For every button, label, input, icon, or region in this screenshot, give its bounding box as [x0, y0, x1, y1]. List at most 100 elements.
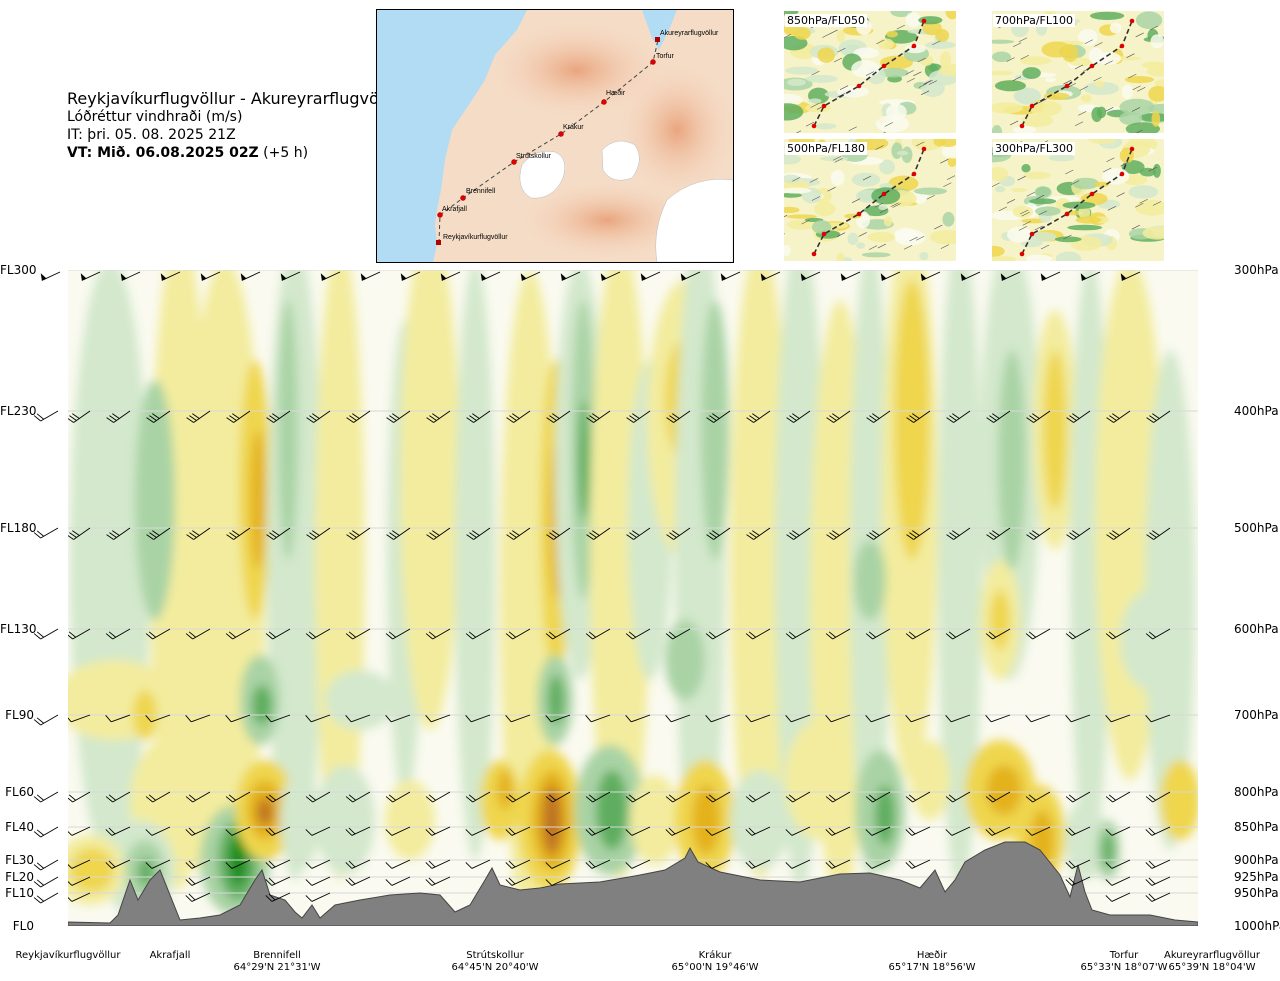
wind-barb — [240, 271, 261, 281]
level-map-barb — [877, 243, 886, 249]
wind-barb — [68, 628, 91, 640]
top-wind-barbs — [40, 271, 1141, 281]
location-coord: 65°00'N 19°46'W — [671, 962, 759, 973]
level-map-cell — [879, 182, 893, 189]
wind-barb — [305, 628, 331, 640]
level-map-barb — [851, 198, 861, 203]
level-map-barb — [858, 232, 867, 237]
wind-contour-cell — [135, 380, 175, 620]
wind-barb — [826, 410, 851, 423]
wind-barb — [68, 410, 91, 423]
level-map-cell — [919, 251, 929, 261]
wind-barb — [225, 628, 251, 640]
level-map-cell — [1142, 61, 1164, 69]
map-label-krakur: Krákur — [563, 124, 584, 131]
level-map-waypoint — [881, 191, 887, 197]
wind-barb — [105, 791, 131, 803]
wind-barb — [346, 410, 371, 423]
level-map-barb — [1148, 166, 1157, 172]
map-label-haedir: Hæðir — [606, 89, 626, 97]
wind-barb — [960, 271, 981, 281]
level-map-waypoint — [811, 251, 817, 257]
wind-barb — [905, 859, 931, 869]
wind-barb — [68, 791, 91, 803]
level-map-cell — [992, 51, 1012, 63]
wind-barb — [505, 714, 531, 723]
route-map-svg: Akureyrarflugvöllur Torfur Hæðir Krákur … — [377, 10, 733, 262]
wind-barb — [305, 859, 331, 869]
wind-barb — [985, 791, 1011, 803]
level-map-cell — [836, 86, 870, 98]
wind-barb — [225, 826, 251, 836]
wind-barb — [585, 826, 611, 836]
wind-barb — [986, 410, 1011, 423]
level-map-cell — [856, 242, 865, 249]
wind-barb — [1105, 859, 1131, 869]
level-map-barb — [837, 92, 846, 98]
hpa-tick-label: 300hPa — [1234, 263, 1279, 277]
level-map-barb — [837, 47, 846, 53]
wind-barb — [185, 826, 211, 836]
hpa-tick-label: 900hPa — [1234, 853, 1279, 867]
wind-barb — [840, 271, 861, 281]
wind-contour-cell — [596, 770, 628, 850]
wind-contour-cell — [630, 775, 680, 865]
level-map-waypoint — [1129, 146, 1135, 152]
level-map-barb — [1135, 203, 1144, 208]
level-map-barb — [909, 236, 918, 242]
wind-barb — [1106, 527, 1131, 540]
location-label: Reykjavíkurflugvöllur — [8, 950, 128, 962]
wind-barb — [865, 628, 891, 640]
level-map-barb — [1103, 167, 1112, 173]
level-map-barb — [917, 57, 926, 63]
wind-barb — [905, 628, 931, 640]
wind-barb — [825, 826, 851, 836]
wind-barb — [265, 791, 291, 803]
level-map-700: 700hPa/FL100 — [992, 11, 1164, 133]
level-map-barb — [1120, 161, 1129, 167]
wind-barb — [865, 791, 891, 803]
location-coord: 64°29'N 21°31'W — [233, 962, 321, 973]
level-map-barb — [913, 71, 922, 77]
wind-barb — [146, 527, 171, 540]
level-map-waypoint — [1119, 171, 1125, 177]
level-map-waypoint — [856, 211, 862, 217]
level-map-cell — [1013, 88, 1041, 104]
level-map-route — [1021, 20, 1133, 127]
level-map-barb — [868, 245, 878, 250]
level-map-cell — [1080, 192, 1108, 206]
level-map-cell — [901, 146, 913, 164]
wind-barb — [946, 527, 971, 540]
level-map-barb — [1021, 211, 1030, 217]
level-map-cell — [1109, 22, 1122, 34]
level-map-cell — [851, 172, 881, 187]
wind-barb — [945, 791, 971, 803]
wind-barb — [1025, 826, 1051, 836]
wind-barb — [665, 628, 691, 640]
level-map-cell — [784, 192, 803, 198]
wind-barb — [825, 628, 851, 640]
wind-barb — [1145, 791, 1171, 803]
location-coord: 64°45'N 20°40'W — [451, 962, 539, 973]
level-map-cell — [871, 187, 901, 205]
wind-barb — [225, 714, 251, 723]
wind-barb — [160, 271, 181, 281]
wind-barb — [545, 876, 571, 886]
wind-barb — [68, 826, 91, 836]
wind-barb — [1146, 410, 1171, 423]
wind-contour-cell — [315, 765, 375, 875]
wind-barb — [306, 410, 331, 423]
level-map-cell — [1078, 205, 1091, 220]
wind-barb — [265, 892, 291, 902]
wind-barb — [625, 714, 651, 723]
wind-barb — [625, 859, 651, 869]
wind-barb — [800, 271, 821, 281]
wind-barb — [985, 714, 1011, 723]
location-name: Hæðir — [916, 950, 948, 961]
wind-barb — [945, 826, 971, 836]
location-name: Akureyrarflugvöllur — [1163, 950, 1260, 961]
level-map-barb — [946, 175, 956, 180]
level-map-barb — [1035, 194, 1045, 200]
wind-barb — [425, 826, 451, 836]
level-map-cell — [1146, 66, 1164, 77]
